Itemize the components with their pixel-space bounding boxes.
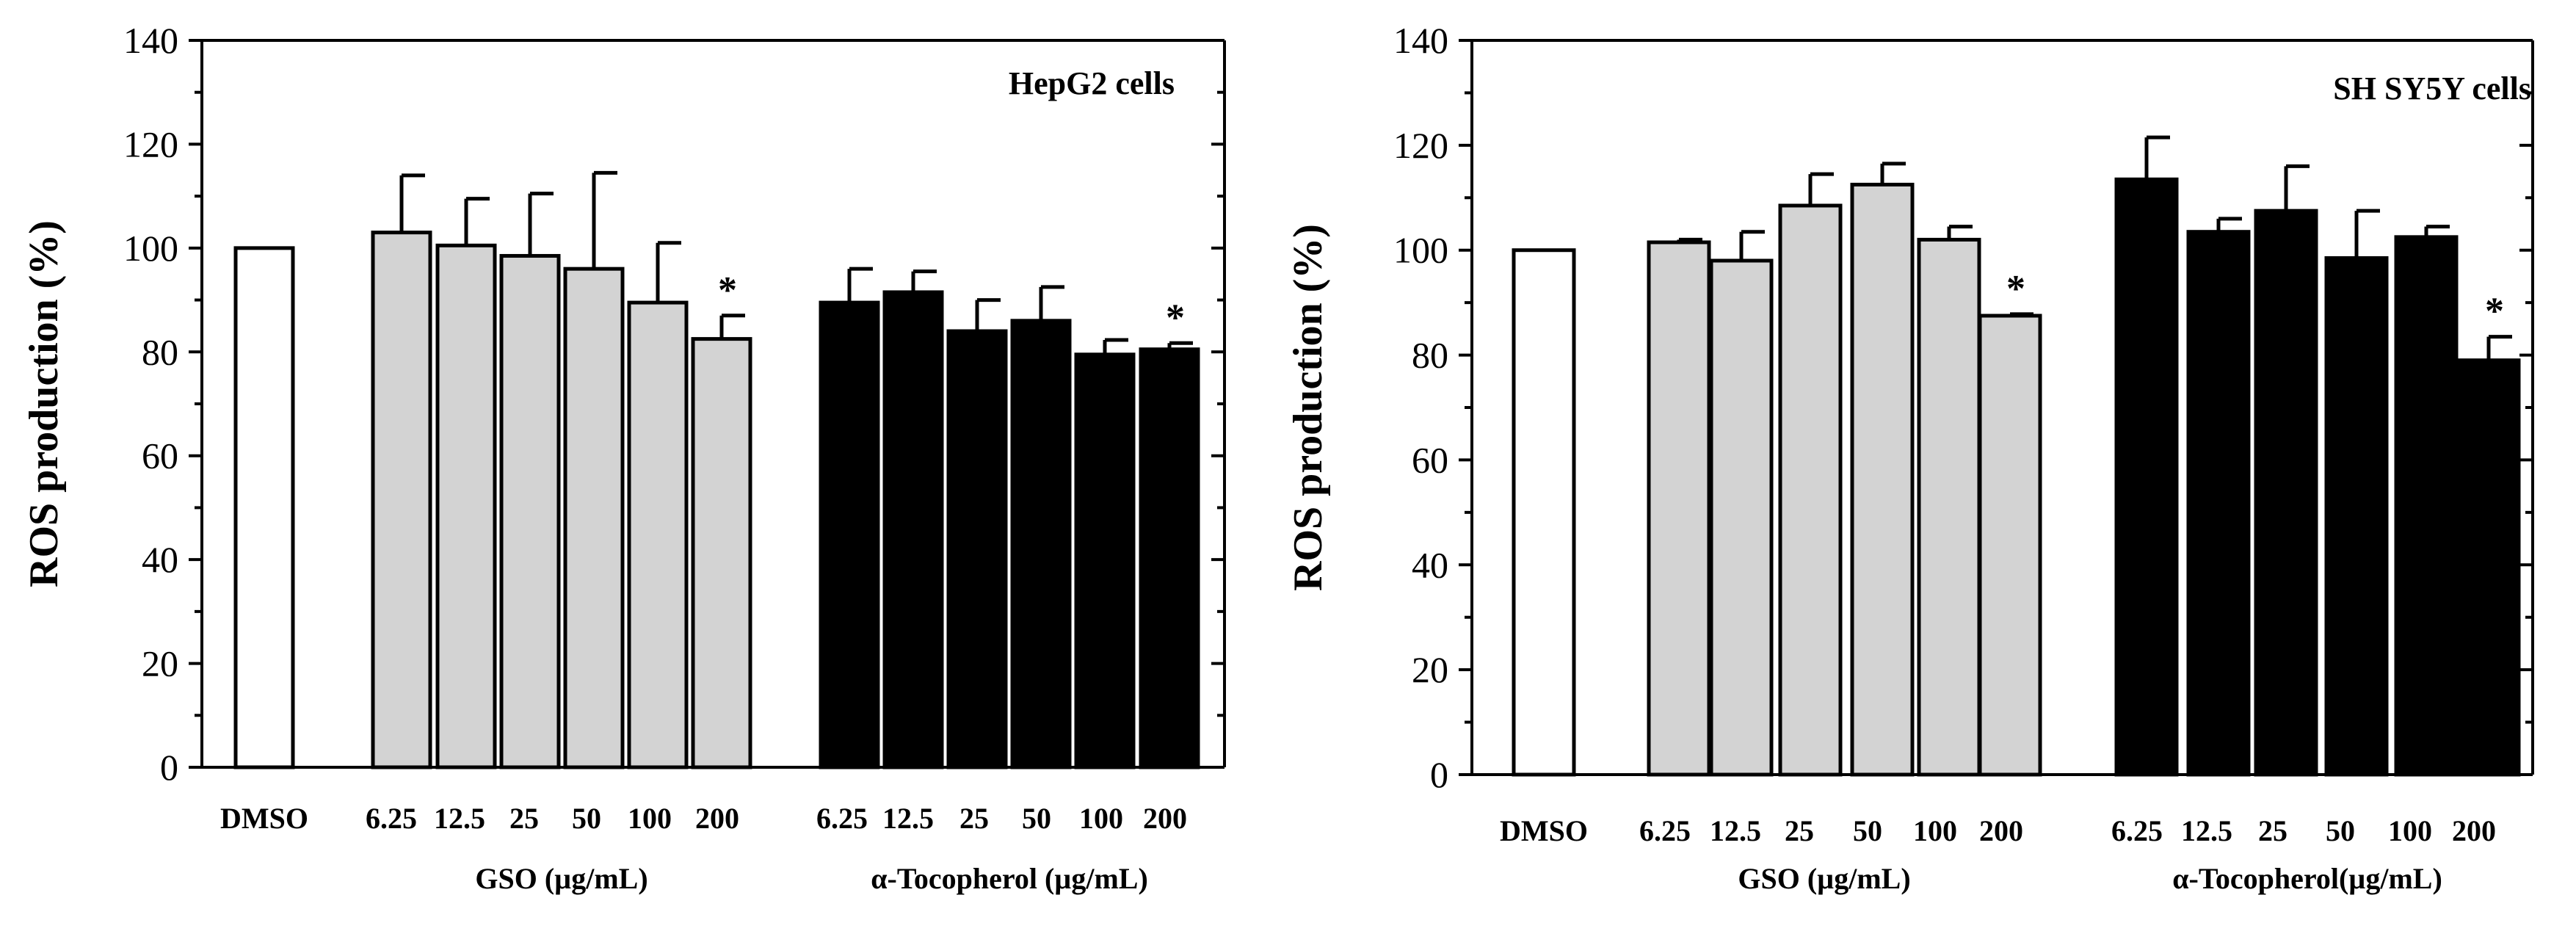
x-tick-label: 200 [1143, 802, 1187, 835]
bar [371, 231, 432, 769]
bar [2114, 177, 2179, 777]
x-group-label: α-Tocopherol(µg/mL) [2172, 862, 2442, 895]
y-axis-label: ROS production (%) [21, 220, 67, 587]
x-tick-label: 50 [572, 802, 601, 835]
y-tick-label: 80 [142, 331, 178, 372]
chart-panel-1: 0 20 40 60 80 100 120 140 ROS production (%) HepG… [21, 20, 1226, 895]
x-tick-label: 6.25 [1639, 814, 1691, 847]
bar [1139, 347, 1200, 769]
y-tick-label: 100 [1393, 230, 1448, 271]
bar [2254, 209, 2318, 777]
bar [1778, 203, 1843, 777]
bar [2456, 358, 2521, 777]
x-group-label: GSO (µg/mL) [1738, 862, 1910, 895]
y-tick-label: 20 [142, 643, 178, 684]
significance-star: * [2485, 291, 2504, 333]
bar [1074, 352, 1136, 769]
x-tick-label: 25 [959, 802, 989, 835]
x-tick-label: 12.5 [434, 802, 485, 835]
bar [233, 246, 295, 769]
x-tick-label: 50 [1022, 802, 1051, 835]
y-tick-label: 80 [1412, 335, 1448, 376]
y-tick-label: 20 [1412, 649, 1448, 690]
bar [819, 300, 880, 769]
y-tick-label: 140 [1393, 20, 1448, 61]
x-tick-label: 6.25 [816, 802, 868, 835]
x-tick-label: 200 [1979, 814, 2023, 847]
x-tick-label: 50 [2326, 814, 2355, 847]
x-tick-label: 200 [2452, 814, 2496, 847]
y-axis-label: ROS production (%) [1285, 224, 1331, 591]
bar [1709, 258, 1774, 777]
x-tick-label: 100 [628, 802, 672, 835]
bar [1917, 237, 1981, 777]
y-tick-label: 120 [123, 123, 178, 164]
chart-title: SH SY5Y cells [2333, 70, 2531, 106]
x-group-label: α-Tocopherol (µg/mL) [871, 862, 1148, 895]
x-tick-label: 25 [509, 802, 539, 835]
bar [1850, 182, 1915, 777]
x-tick-label: 100 [2388, 814, 2432, 847]
bar [691, 337, 752, 769]
x-tick-label: 12.5 [882, 802, 934, 835]
y-tick-label: 120 [1393, 125, 1448, 166]
bar [1978, 314, 2042, 777]
x-tick-label: DMSO [220, 802, 308, 835]
y-tick-label: 100 [123, 228, 178, 269]
bar [563, 267, 625, 769]
significance-star: * [718, 269, 737, 311]
x-tick-label: 12.5 [1710, 814, 1761, 847]
bar [435, 243, 497, 769]
y-tick-label: 40 [1412, 544, 1448, 585]
x-tick-label: 25 [1785, 814, 1814, 847]
y-tick-label: 0 [1430, 754, 1448, 795]
x-group-label: GSO (µg/mL) [475, 862, 647, 895]
bar [1010, 319, 1072, 769]
bar [499, 253, 561, 769]
bar [1647, 240, 1711, 777]
x-tick-label: 6.25 [2111, 814, 2163, 847]
x-tick-label: 12.5 [2181, 814, 2232, 847]
y-tick-label: 60 [1412, 439, 1448, 480]
significance-star: * [2006, 268, 2025, 310]
x-tick-label: 6.25 [366, 802, 417, 835]
x-tick-label: 100 [1079, 802, 1123, 835]
x-tick-label: DMSO [1500, 814, 1588, 847]
x-tick-label: 100 [1913, 814, 1957, 847]
y-tick-label: 40 [142, 539, 178, 580]
bar [2394, 235, 2459, 777]
bar [627, 300, 689, 769]
bar [2324, 256, 2389, 777]
bar [1512, 248, 1576, 777]
x-tick-label: 50 [1853, 814, 1882, 847]
bar [946, 329, 1008, 769]
bar [2186, 230, 2251, 777]
x-tick-label: 200 [695, 802, 739, 835]
x-tick-label: 25 [2258, 814, 2287, 847]
y-tick-label: 140 [123, 20, 178, 61]
chart-title: HepG2 cells [1009, 65, 1175, 101]
y-tick-label: 60 [142, 435, 178, 477]
chart-panel-2: 0 20 40 60 80 100 120 140 ROS production (%) SH S… [1285, 20, 2534, 895]
bar [882, 290, 944, 769]
y-tick-label: 0 [160, 747, 178, 788]
significance-star: * [1166, 297, 1185, 338]
